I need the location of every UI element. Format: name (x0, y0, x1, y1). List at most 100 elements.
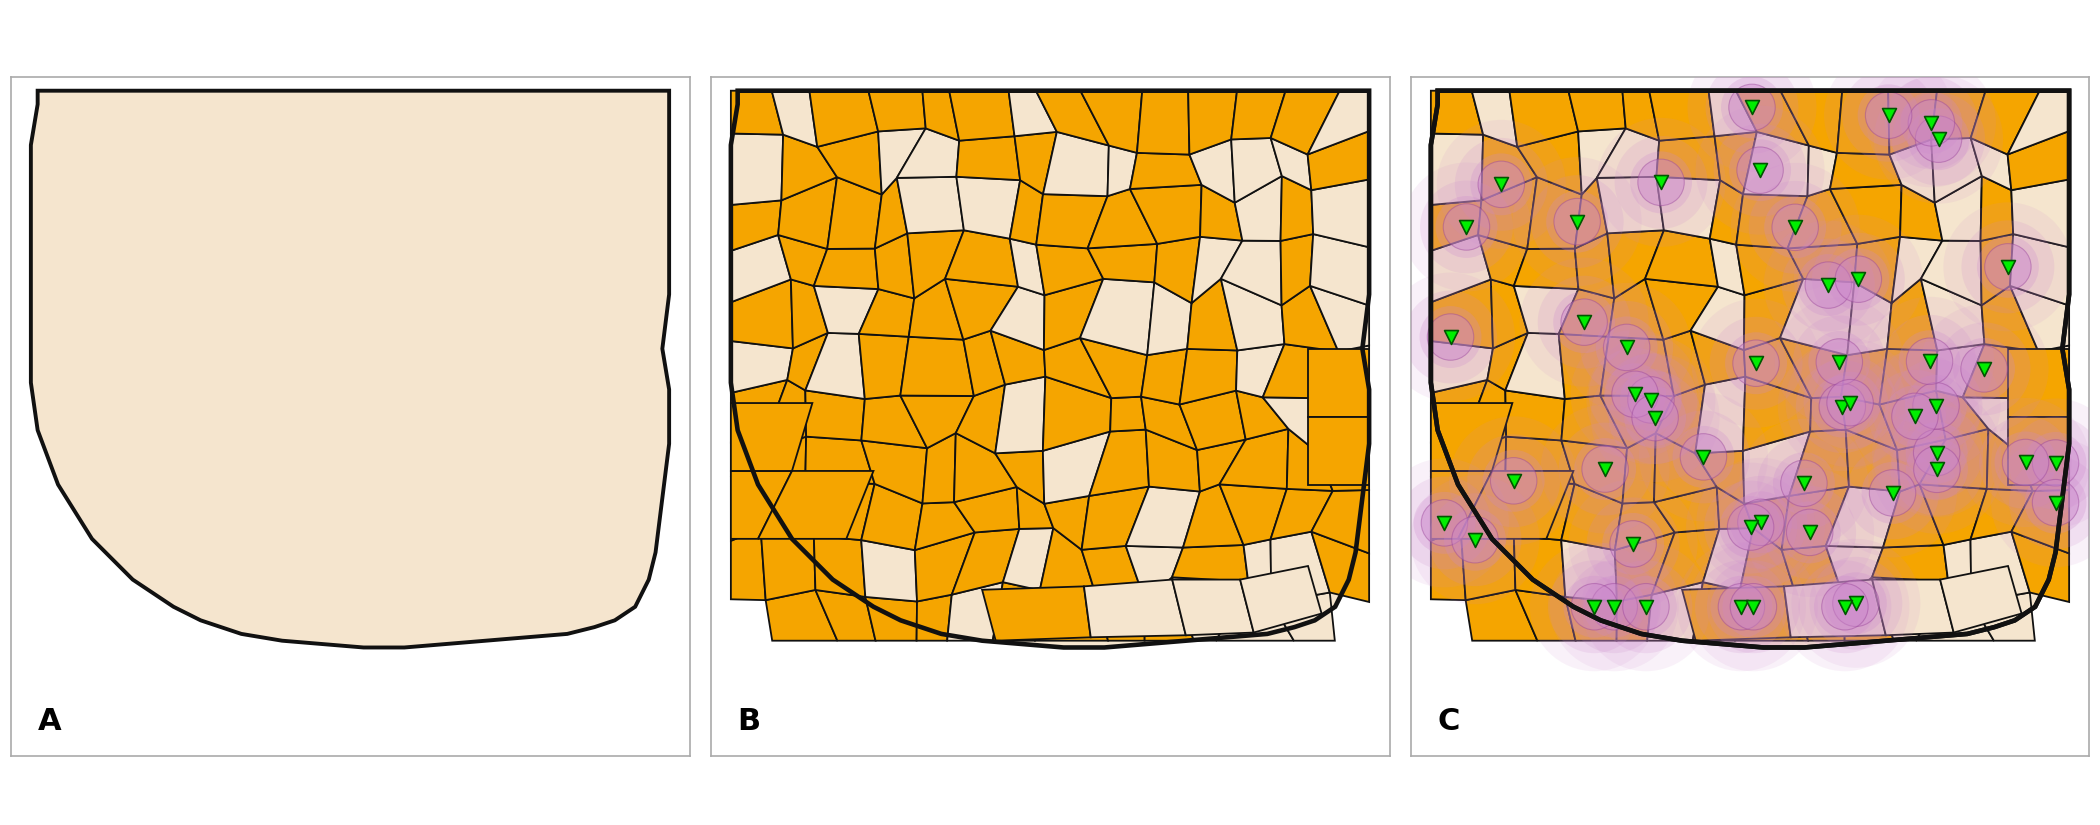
Circle shape (1953, 338, 2016, 400)
Polygon shape (1430, 200, 1480, 251)
Circle shape (1793, 214, 1924, 344)
Point (1793, 526, 1827, 539)
Circle shape (1900, 92, 1961, 153)
Polygon shape (2008, 131, 2068, 190)
Circle shape (1846, 446, 1938, 540)
Polygon shape (731, 200, 781, 251)
Point (1485, 177, 1518, 191)
Polygon shape (1491, 280, 1529, 348)
Polygon shape (1695, 376, 1745, 453)
Polygon shape (1111, 397, 1147, 431)
Circle shape (2024, 472, 2087, 534)
Polygon shape (1518, 131, 1581, 195)
Polygon shape (1789, 430, 1848, 496)
Polygon shape (1600, 395, 1674, 448)
Circle shape (1562, 283, 1691, 412)
Circle shape (1520, 257, 1648, 387)
Point (1588, 463, 1621, 476)
Polygon shape (804, 332, 865, 399)
Polygon shape (1180, 349, 1237, 404)
Polygon shape (1308, 417, 1369, 484)
Polygon shape (1237, 344, 1285, 398)
Circle shape (1942, 202, 2073, 332)
Polygon shape (1136, 91, 1189, 154)
Polygon shape (1506, 481, 1575, 540)
Circle shape (1630, 152, 1693, 214)
Circle shape (1772, 204, 1819, 251)
Point (1686, 450, 1720, 464)
Circle shape (1600, 560, 1693, 653)
Polygon shape (909, 279, 964, 340)
Polygon shape (1871, 578, 1949, 641)
Point (1919, 399, 1953, 412)
Circle shape (1732, 340, 1779, 386)
Circle shape (1411, 475, 1539, 604)
Polygon shape (1506, 436, 1575, 483)
Point (1842, 272, 1875, 285)
Polygon shape (1310, 531, 1369, 602)
Polygon shape (1460, 436, 1506, 500)
Circle shape (1550, 542, 1678, 672)
Point (1991, 260, 2024, 273)
Polygon shape (1970, 138, 2012, 190)
Polygon shape (878, 129, 926, 195)
Text: B: B (737, 707, 760, 736)
Polygon shape (1487, 332, 1529, 390)
Circle shape (1907, 108, 1970, 170)
Polygon shape (1014, 132, 1056, 194)
Polygon shape (1609, 279, 1663, 340)
Point (1428, 516, 1462, 530)
Text: A: A (38, 707, 61, 736)
Polygon shape (1216, 582, 1294, 641)
Polygon shape (1558, 289, 1615, 337)
Circle shape (1579, 301, 1674, 394)
Polygon shape (1880, 349, 1938, 404)
Polygon shape (1695, 450, 1745, 504)
Polygon shape (1987, 429, 2033, 491)
Point (1743, 163, 1777, 177)
Circle shape (1413, 492, 1476, 554)
Polygon shape (1182, 484, 1243, 548)
Polygon shape (953, 433, 1016, 502)
Polygon shape (1970, 91, 2039, 154)
Polygon shape (771, 91, 817, 147)
Polygon shape (1825, 487, 1901, 548)
Polygon shape (1970, 489, 2033, 540)
Polygon shape (1430, 380, 1487, 452)
Polygon shape (1180, 390, 1245, 450)
Polygon shape (2010, 234, 2068, 305)
Polygon shape (1745, 496, 1789, 549)
Polygon shape (1606, 230, 1663, 299)
Circle shape (1569, 560, 1661, 653)
Polygon shape (1317, 398, 1369, 452)
Circle shape (1583, 576, 1644, 638)
Polygon shape (1044, 431, 1111, 504)
Polygon shape (1615, 502, 1676, 550)
Polygon shape (1838, 91, 1890, 154)
Polygon shape (861, 441, 926, 503)
Circle shape (1512, 157, 1642, 286)
Point (1919, 463, 1953, 476)
Circle shape (1858, 84, 1919, 146)
Polygon shape (1281, 176, 1312, 241)
Polygon shape (32, 91, 670, 648)
Circle shape (1714, 124, 1806, 217)
Circle shape (1718, 583, 1764, 630)
Polygon shape (1281, 285, 1338, 351)
Polygon shape (1690, 287, 1745, 350)
Polygon shape (1737, 245, 1804, 295)
Circle shape (1798, 560, 1892, 653)
Polygon shape (1655, 487, 1720, 532)
Polygon shape (1527, 177, 1581, 249)
Polygon shape (1575, 178, 1606, 248)
Polygon shape (859, 289, 914, 337)
Circle shape (1428, 314, 1474, 361)
Polygon shape (1430, 471, 1491, 539)
Circle shape (1602, 513, 1663, 575)
Circle shape (1548, 560, 1640, 653)
Circle shape (1825, 51, 1953, 180)
Circle shape (1632, 394, 1678, 441)
Polygon shape (1781, 487, 1848, 549)
Circle shape (1791, 539, 1919, 667)
Polygon shape (1743, 279, 1804, 350)
